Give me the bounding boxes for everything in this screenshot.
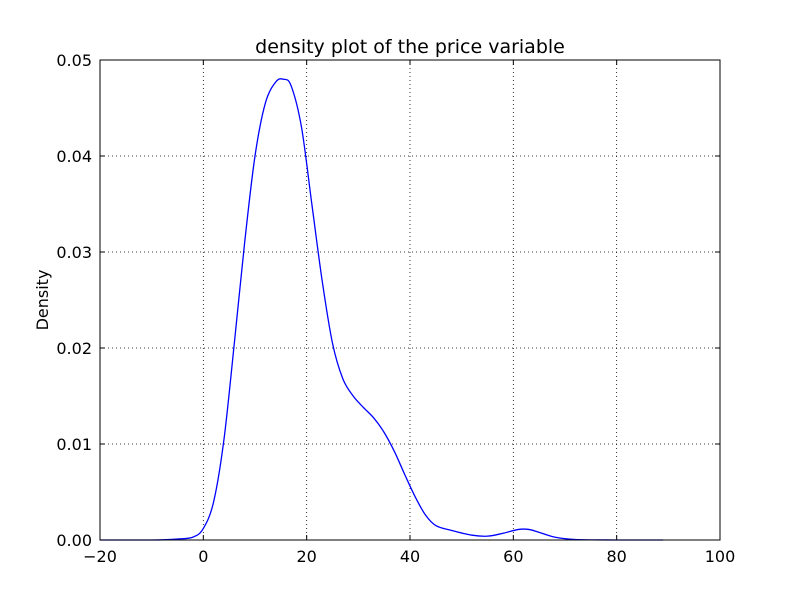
- y-tick-label: 0.04: [56, 147, 92, 166]
- x-tick-label: 40: [400, 547, 420, 566]
- x-tick-label: 80: [606, 547, 626, 566]
- x-tick-label: −20: [83, 547, 117, 566]
- x-tick-label: 60: [503, 547, 523, 566]
- x-tick-label: 100: [705, 547, 736, 566]
- y-tick-label: 0.03: [56, 243, 92, 262]
- y-tick-label: 0.02: [56, 339, 92, 358]
- x-tick-label: 20: [296, 547, 316, 566]
- y-axis-label: Density: [33, 270, 52, 331]
- x-tick-label: 0: [198, 547, 208, 566]
- grid-lines: [100, 60, 720, 540]
- y-tick-label: 0.05: [56, 51, 92, 70]
- tick-labels: −20 0 20 40 60 80 100 0.00 0.01 0.02 0.03 0.04 0.05: [56, 51, 735, 566]
- plot-frame: [99, 59, 721, 541]
- y-tick-label: 0.01: [56, 435, 92, 454]
- chart-title: density plot of the price variable: [255, 36, 565, 58]
- density-curve: [100, 78, 664, 541]
- y-tick-label: 0.00: [56, 531, 92, 550]
- series-layer: [100, 78, 664, 541]
